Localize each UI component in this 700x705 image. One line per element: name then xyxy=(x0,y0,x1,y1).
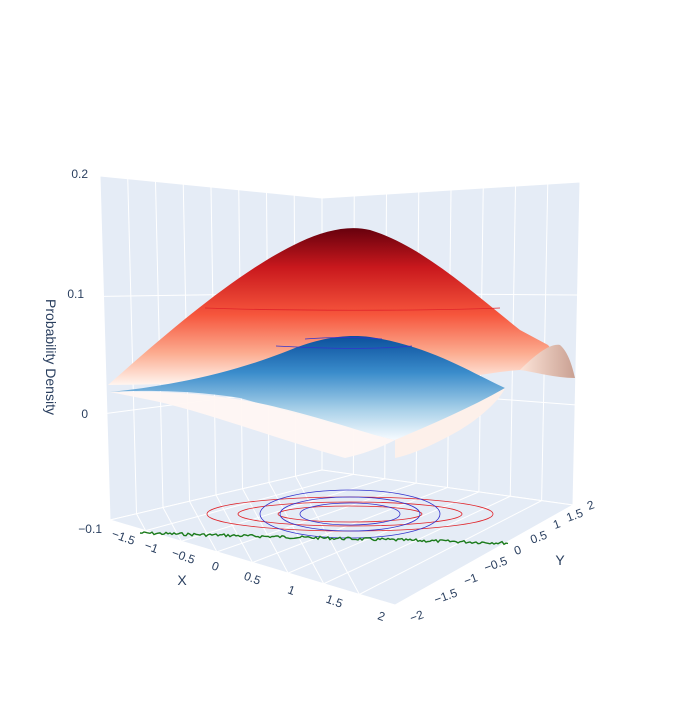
surface-underside xyxy=(110,388,505,458)
x-tick-label: 0 xyxy=(210,559,221,575)
x-tick-label: 1 xyxy=(286,583,297,599)
blue-contour-mid xyxy=(279,496,421,532)
x-tick-label: −1.5 xyxy=(110,527,137,548)
x-tick-label: 0.5 xyxy=(242,569,263,588)
blue-contour-inner xyxy=(299,502,401,526)
red-contour-line xyxy=(204,307,501,311)
z-tick-label: −0.1 xyxy=(78,522,102,536)
y-tick-label: −0.5 xyxy=(482,554,509,575)
y-tick-label: 0.5 xyxy=(528,528,549,547)
blue-surface-body xyxy=(110,336,505,440)
y-tick-label: 0 xyxy=(512,542,523,558)
x-tick-label: 2 xyxy=(376,609,387,625)
z-axis-ticks: 0.2 0.1 0 −0.1 xyxy=(67,167,102,536)
red-contour-inner xyxy=(277,505,423,523)
y-axis-title: Y xyxy=(555,552,565,568)
floor xyxy=(108,469,575,606)
blue-contour-line xyxy=(275,337,413,349)
x-tick-label: −0.5 xyxy=(170,546,197,567)
red-contour-mid xyxy=(237,501,463,527)
x-tick-label: 1.5 xyxy=(324,592,345,611)
red-surface-body xyxy=(108,228,575,385)
z-axis-title: Probability Density xyxy=(43,299,59,415)
x-axis-title: X xyxy=(177,572,187,588)
z-tick-label: 0 xyxy=(81,407,88,421)
red-surface-edge xyxy=(520,344,575,378)
y-tick-label: −1.5 xyxy=(432,586,459,607)
y-tick-label: 2 xyxy=(585,497,596,513)
z-tick-label: 0.2 xyxy=(71,167,88,181)
blue-surface[interactable] xyxy=(110,336,505,440)
red-surface[interactable] xyxy=(108,228,575,385)
sample-trace-line xyxy=(139,531,509,546)
y-tick-label: 1.5 xyxy=(564,506,585,525)
x-tick-label: −1 xyxy=(143,538,161,556)
y-tick-label: −2 xyxy=(408,607,426,625)
y-tick-label: −1 xyxy=(462,570,480,588)
y-tick-label: 1 xyxy=(551,516,562,532)
z-tick-label: 0.1 xyxy=(67,287,84,301)
